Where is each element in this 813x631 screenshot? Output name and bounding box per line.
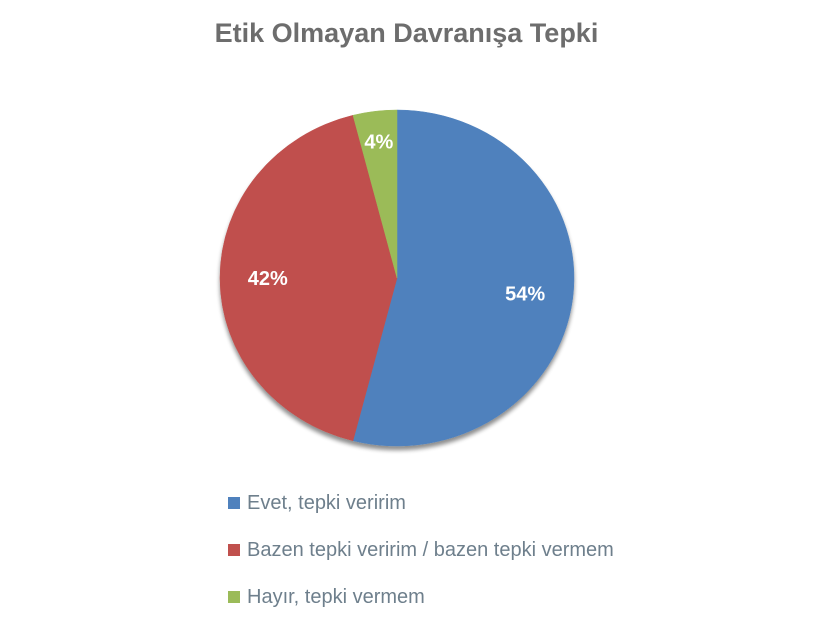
pie-slice	[219, 114, 398, 442]
legend-label: Bazen tepki veririm / bazen tepki vermem	[247, 538, 614, 561]
legend-item: Evet, tepki veririm	[228, 490, 614, 516]
legend: Evet, tepki veririm Bazen tepki veririm …	[228, 490, 614, 631]
legend-item: Hayır, tepki vermem	[228, 584, 614, 610]
legend-swatch	[228, 544, 240, 556]
pie-slice	[352, 109, 398, 279]
legend-swatch	[228, 591, 240, 603]
legend-label: Hayır, tepki vermem	[247, 585, 425, 608]
pie-slice	[352, 109, 575, 447]
chart-title: Etik Olmayan Davranışa Tepki	[214, 18, 599, 48]
legend-item: Bazen tepki veririm / bazen tepki vermem	[228, 537, 614, 563]
slice-label: 42%	[248, 268, 288, 290]
legend-swatch	[228, 497, 240, 509]
slice-label: 4%	[364, 131, 393, 153]
slice-label: 54%	[505, 283, 545, 305]
legend-label: Evet, tepki veririm	[247, 491, 406, 514]
